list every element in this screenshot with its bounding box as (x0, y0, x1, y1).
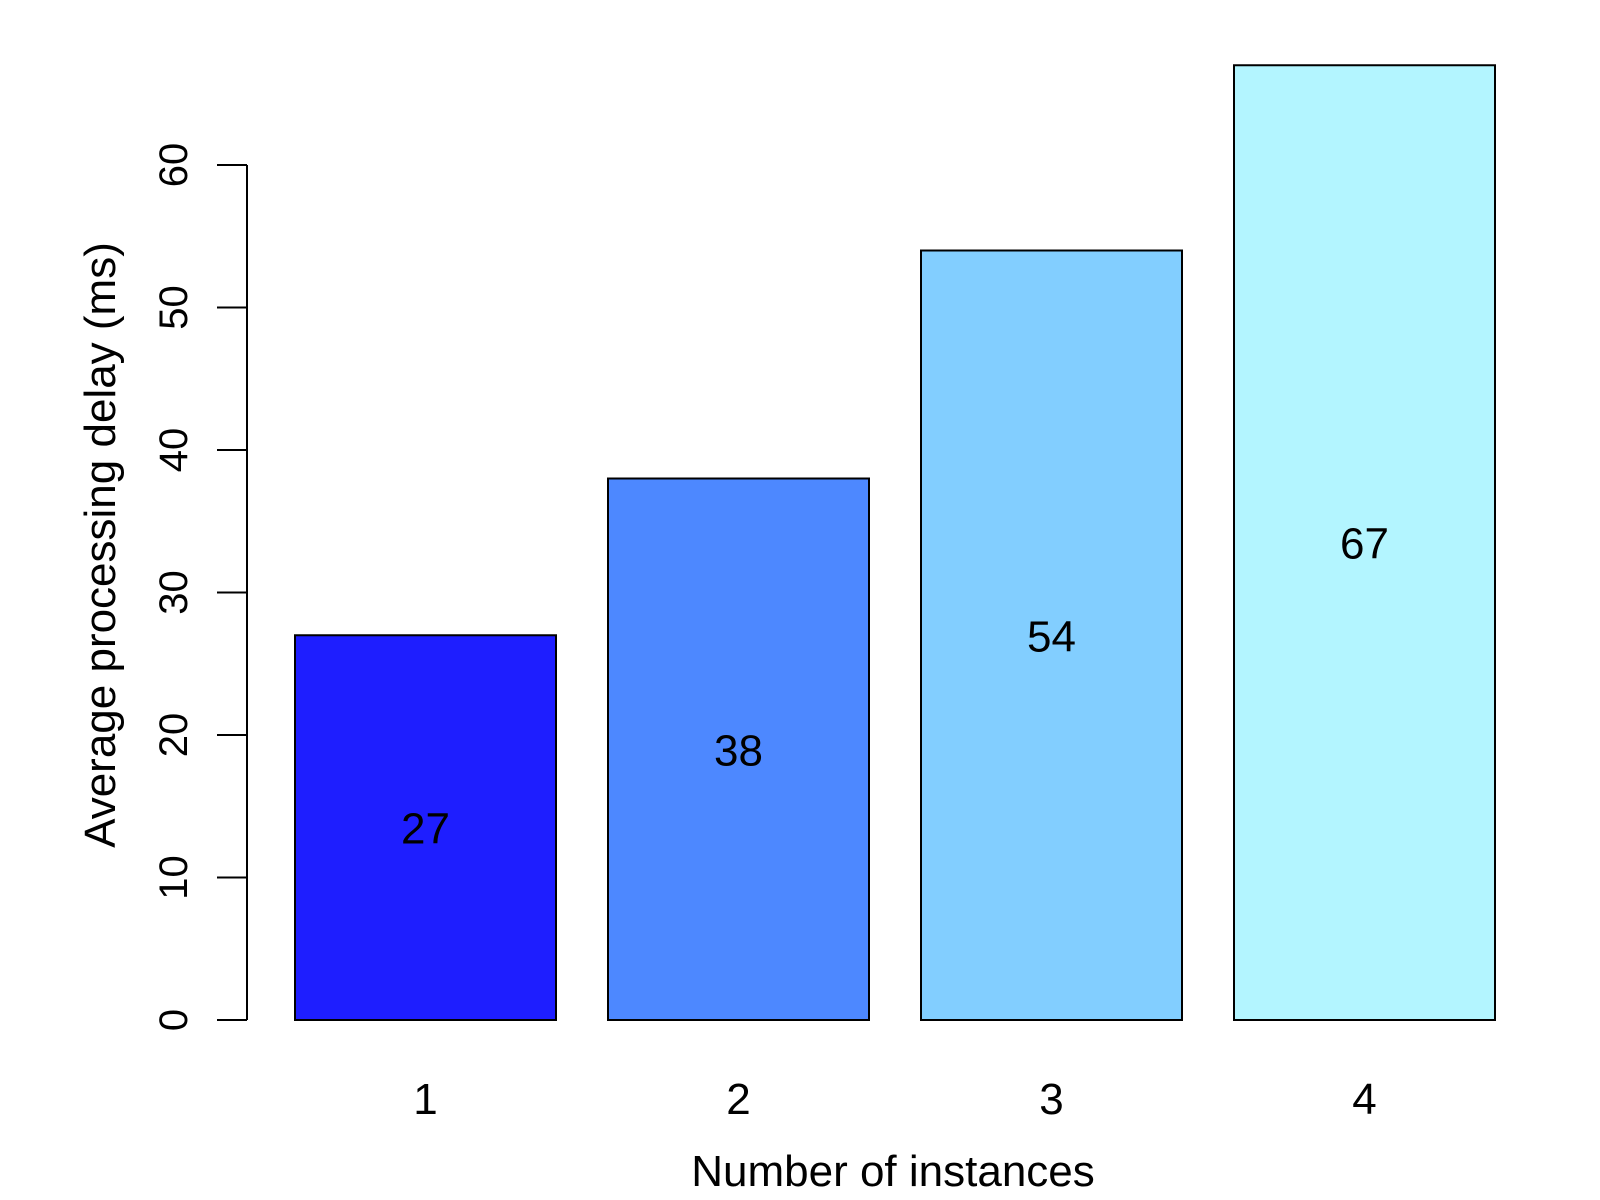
x-axis-title: Number of instances (691, 1147, 1095, 1196)
x-category-2: 2 (726, 1075, 750, 1124)
y-tick-label: 10 (152, 855, 196, 900)
data-label-2: 38 (714, 726, 763, 775)
y-axis-title: Average processing delay (ms) (76, 242, 125, 848)
x-category-1: 1 (413, 1075, 437, 1124)
x-category-4: 4 (1352, 1075, 1376, 1124)
bar-4 (1233, 64, 1496, 1021)
bar-3 (920, 249, 1183, 1021)
y-tick-label: 60 (152, 143, 196, 188)
y-axis: 0 10 20 30 40 50 60 (152, 143, 248, 1031)
bar-2 (607, 477, 870, 1021)
data-label-4: 67 (1340, 520, 1389, 569)
y-tick-label: 30 (152, 570, 196, 615)
y-tick-label: 20 (152, 713, 196, 758)
bar-1 (294, 634, 557, 1021)
data-labels: 27 38 54 67 (401, 520, 1389, 854)
data-label-3: 54 (1027, 612, 1076, 661)
x-category-3: 3 (1039, 1075, 1063, 1124)
y-tick-label: 0 (152, 1009, 196, 1031)
y-tick-label: 40 (152, 428, 196, 473)
data-label-1: 27 (401, 805, 450, 854)
x-category-labels: 1 2 3 4 (413, 1075, 1376, 1124)
y-ticks: 0 10 20 30 40 50 60 (152, 143, 247, 1031)
y-tick-label: 50 (152, 285, 196, 330)
bars (294, 64, 1496, 1021)
